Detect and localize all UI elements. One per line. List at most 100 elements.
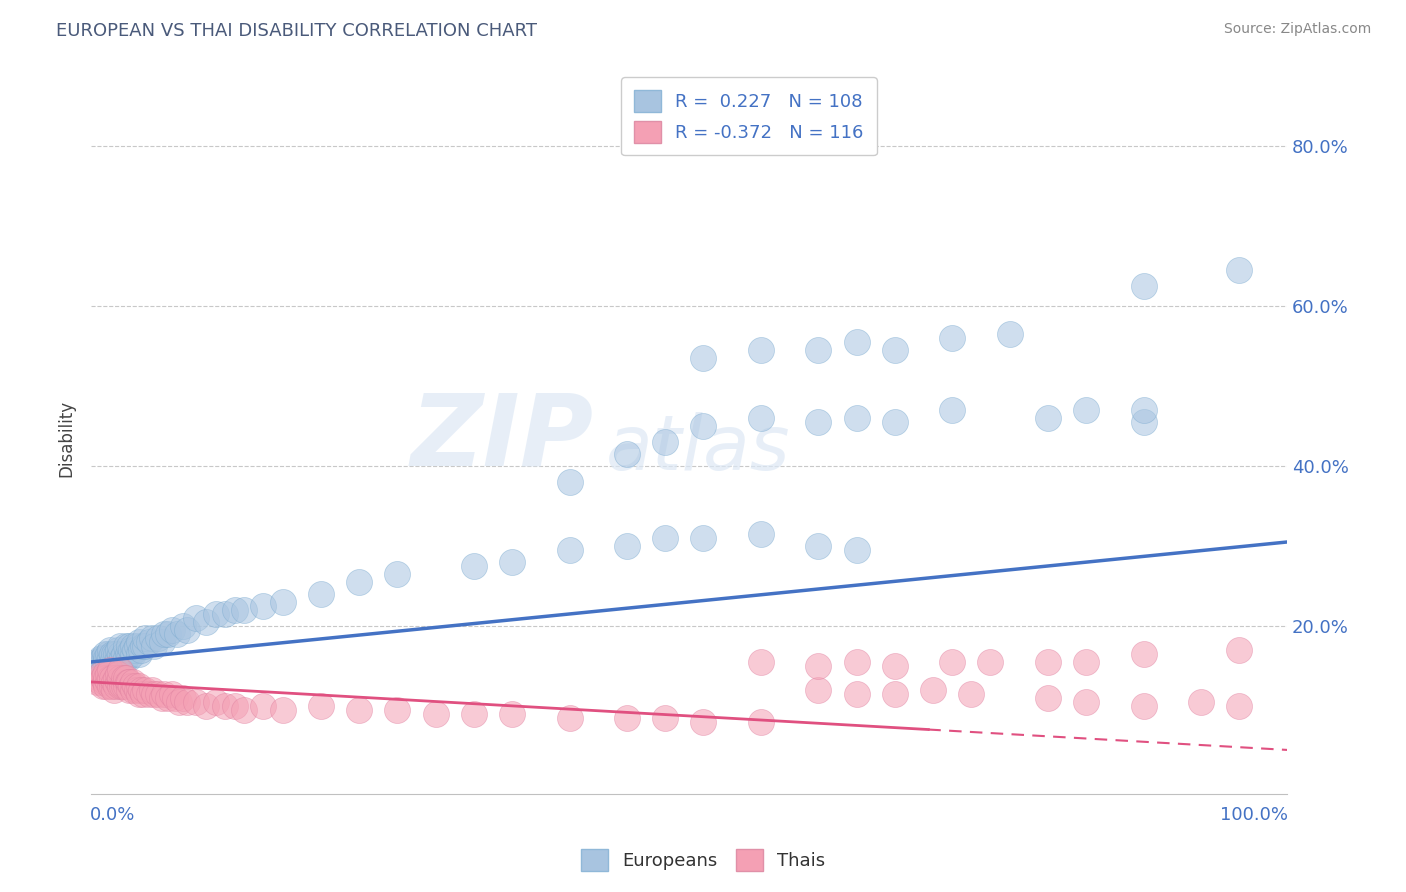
Point (295, 706, 318, 721)
Point (558, 334, 581, 349)
Point (343, 706, 366, 721)
Point (499, 714, 522, 729)
Legend: Europeans, Thais: Europeans, Thais (574, 842, 832, 879)
Point (619, 331, 641, 345)
Point (157, 695, 180, 709)
Point (110, 679, 132, 693)
Point (439, 435, 461, 450)
Text: 0.0%: 0.0% (90, 805, 135, 824)
Point (558, 687, 581, 701)
Point (98, 679, 121, 693)
Point (463, 714, 485, 729)
Point (90, 671, 112, 685)
Point (187, 698, 209, 713)
Point (702, 403, 724, 417)
Point (797, 263, 820, 277)
Point (582, 659, 605, 673)
Point (98, 651, 121, 665)
Point (378, 475, 401, 489)
Text: 100.0%: 100.0% (1220, 805, 1288, 824)
Point (1180, 655, 1202, 669)
Point (558, 655, 581, 669)
Point (94, 647, 117, 661)
Point (110, 647, 132, 661)
Point (1180, 495, 1202, 509)
Point (96, 655, 118, 669)
Point (86, 667, 108, 681)
Point (558, 411, 581, 425)
Point (97, 675, 120, 690)
Point (93, 655, 115, 669)
Point (138, 690, 160, 705)
Point (84, 671, 107, 685)
Point (120, 687, 142, 701)
Point (90, 679, 112, 693)
Point (128, 690, 150, 705)
Point (118, 682, 141, 697)
Point (93, 679, 115, 693)
Text: ZIP: ZIP (411, 390, 593, 486)
Point (124, 635, 146, 649)
Point (90, 667, 112, 681)
Point (83, 655, 105, 669)
Point (97, 651, 120, 665)
Point (378, 711, 401, 725)
Point (858, 647, 880, 661)
Point (163, 607, 186, 621)
Point (90, 675, 112, 690)
Point (105, 679, 128, 693)
Point (139, 623, 162, 637)
Point (534, 343, 557, 357)
Point (1132, 659, 1154, 673)
Point (98, 655, 121, 669)
Point (132, 690, 155, 705)
Point (319, 706, 342, 721)
Point (114, 682, 136, 697)
Point (893, 643, 915, 657)
Point (115, 687, 138, 701)
Point (84, 655, 107, 669)
Point (104, 651, 127, 665)
Point (90, 651, 112, 665)
Point (90, 655, 112, 669)
Point (176, 603, 198, 617)
Point (170, 603, 193, 617)
Point (111, 643, 134, 657)
Point (110, 635, 132, 649)
Point (114, 639, 136, 653)
Point (499, 411, 522, 425)
Point (91, 679, 114, 693)
Point (224, 587, 246, 601)
Point (738, 279, 761, 293)
Point (98, 639, 121, 653)
Point (90, 647, 112, 661)
Point (91, 659, 114, 673)
Point (86, 659, 108, 673)
Point (89, 655, 111, 669)
Point (122, 631, 145, 645)
Point (91, 651, 114, 665)
Point (582, 415, 605, 429)
Point (439, 531, 461, 545)
Point (122, 687, 145, 701)
Point (91, 671, 114, 685)
Point (96, 679, 118, 693)
Point (94, 675, 117, 690)
Point (100, 647, 122, 661)
Point (131, 623, 153, 637)
Point (534, 539, 557, 553)
Point (94, 682, 117, 697)
Point (1036, 655, 1059, 669)
Point (319, 559, 342, 574)
Point (858, 698, 880, 713)
Point (98, 663, 121, 677)
Point (619, 403, 641, 417)
Point (606, 682, 628, 697)
Point (91, 643, 114, 657)
Point (534, 415, 557, 429)
Point (1156, 511, 1178, 525)
Point (1156, 651, 1178, 665)
Point (415, 539, 437, 553)
Point (101, 639, 124, 653)
Point (87, 655, 110, 669)
